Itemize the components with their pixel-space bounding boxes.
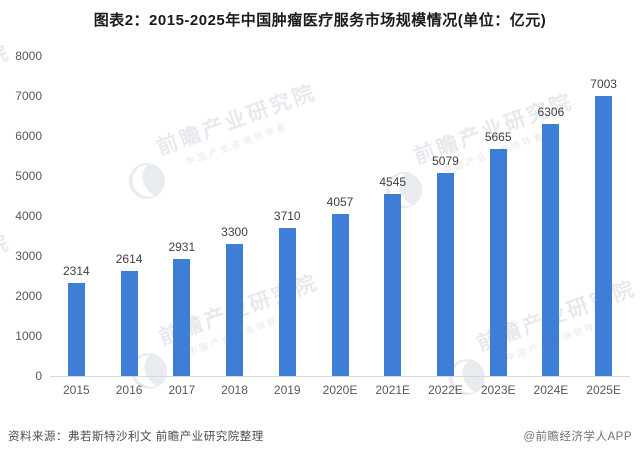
x-tick-label: 2020E (322, 383, 358, 397)
bar (173, 258, 191, 376)
bar-value-label: 4057 (326, 194, 354, 209)
source-note: 资料来源：弗若斯特沙利文 前瞻产业研究院整理 (8, 431, 264, 443)
y-tick-label: 0 (35, 369, 42, 383)
bar-value-label: 3300 (221, 225, 248, 239)
bar (436, 172, 454, 376)
bar-value-label: 5079 (432, 153, 459, 168)
x-tick-label: 2023E (480, 383, 516, 397)
y-tick-label: 6000 (15, 129, 42, 143)
y-tick-label: 8000 (15, 49, 42, 63)
bar-value-label: 7003 (590, 76, 617, 91)
chart-title: 图表2：2015-2025年中国肿瘤医疗服务市场规模情况(单位：亿元) (93, 12, 547, 29)
bar-value-label: 4545 (379, 175, 407, 190)
bar (384, 194, 402, 376)
x-tick-label: 2018 (221, 383, 248, 397)
x-axis-line (50, 376, 630, 377)
bar (120, 271, 138, 376)
bar-value-label: 2931 (168, 239, 196, 254)
x-tick-label: 2015 (63, 383, 90, 397)
bar (489, 149, 507, 376)
bar (542, 123, 560, 376)
y-tick-label: 4000 (15, 209, 42, 223)
x-tick-label: 2017 (168, 383, 196, 397)
x-tick-label: 2019 (273, 383, 301, 397)
x-tick-label: 2024E (533, 383, 569, 397)
bar (278, 227, 296, 376)
credit-note: @前瞻经济学人APP (523, 431, 632, 443)
x-tick-label: 2025E (586, 383, 621, 397)
bar-value-label: 3710 (273, 208, 301, 223)
bar-value-label: 2314 (63, 264, 90, 279)
bar-value-label: 6306 (537, 104, 565, 119)
y-tick-label: 5000 (15, 169, 42, 183)
y-tick-label: 3000 (15, 249, 42, 263)
bar (67, 283, 85, 376)
bar (595, 95, 613, 376)
bar (226, 244, 244, 376)
y-tick-label: 1000 (15, 329, 42, 343)
bar (331, 213, 349, 376)
bar-value-label: 5665 (484, 130, 512, 145)
x-tick-label: 2022E (428, 383, 463, 397)
x-tick-label: 2021E (375, 383, 411, 397)
y-tick-label: 2000 (15, 289, 42, 303)
x-tick-label: 2016 (115, 383, 143, 397)
y-tick-label: 7000 (15, 89, 42, 103)
bar-value-label: 2614 (115, 252, 143, 267)
